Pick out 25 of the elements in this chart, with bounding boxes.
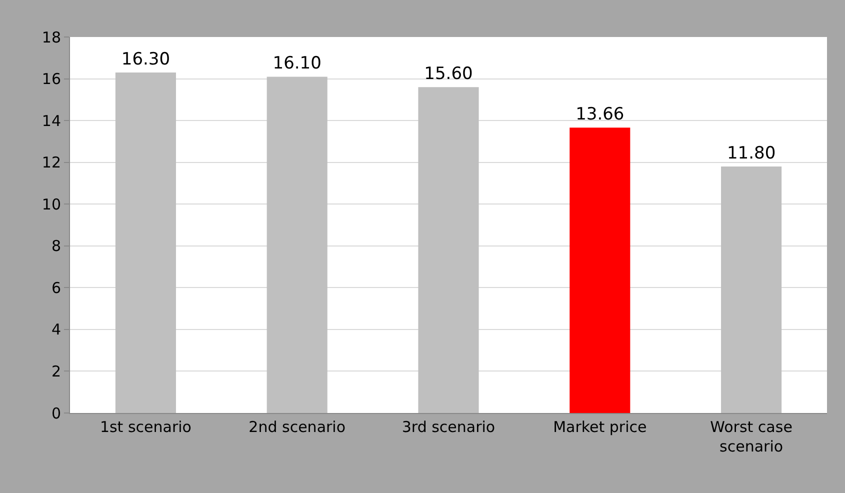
y-tick-label: 12 (42, 154, 61, 172)
data-label: 13.66 (576, 104, 624, 125)
y-tick-label: 4 (51, 320, 61, 339)
y-tick-label: 0 (51, 404, 61, 422)
y-tick-label: 14 (42, 112, 61, 130)
bar (418, 87, 479, 413)
x-tick-label: 3rd scenario (402, 418, 496, 436)
y-tick-label: 2 (51, 362, 61, 380)
data-label: 11.80 (726, 144, 776, 164)
bar (570, 128, 630, 413)
y-tick-label: 8 (51, 237, 61, 256)
bar (266, 76, 328, 413)
data-label: 15.60 (424, 64, 473, 84)
y-tick-label: 16 (42, 70, 61, 88)
y-tick-label: 10 (42, 195, 61, 214)
x-tick-label: 2nd scenario (248, 418, 346, 436)
x-tick-label: Worst case scenario (710, 418, 792, 456)
x-tick-label: 1st scenario (100, 418, 192, 436)
data-label: 16.10 (272, 54, 322, 74)
bar (721, 166, 782, 413)
y-tick-label: 6 (51, 278, 61, 297)
y-tick-label: 18 (42, 28, 61, 46)
data-label: 16.30 (121, 50, 170, 70)
x-tick-label: Market price (553, 418, 647, 436)
bar (115, 72, 176, 413)
